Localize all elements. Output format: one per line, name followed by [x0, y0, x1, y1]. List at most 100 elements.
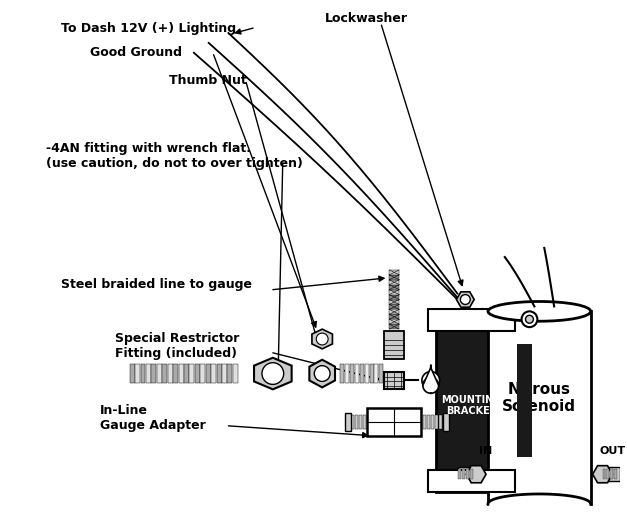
Bar — [389, 290, 399, 295]
Bar — [363, 415, 366, 429]
Bar — [228, 364, 233, 383]
Text: In-Line
Gauge Adapter: In-Line Gauge Adapter — [100, 404, 206, 432]
Bar — [369, 364, 374, 383]
Bar — [389, 324, 399, 329]
Circle shape — [522, 311, 537, 327]
Bar — [195, 364, 200, 383]
Bar — [359, 415, 362, 429]
Text: To Dash 12V (+) Lighting: To Dash 12V (+) Lighting — [61, 22, 236, 35]
Bar — [389, 300, 399, 304]
Bar — [389, 319, 399, 324]
Polygon shape — [309, 360, 335, 387]
Bar — [389, 285, 399, 290]
Bar — [365, 364, 369, 383]
Bar — [614, 469, 618, 479]
Ellipse shape — [488, 494, 591, 513]
Bar — [507, 334, 561, 467]
Bar — [389, 270, 399, 275]
Bar — [389, 275, 399, 280]
Bar — [603, 467, 620, 481]
Bar — [439, 415, 442, 429]
Text: OUT: OUT — [599, 446, 626, 456]
Bar — [184, 364, 189, 383]
Bar — [470, 469, 473, 479]
Bar — [135, 364, 140, 383]
Bar — [173, 364, 178, 383]
Circle shape — [460, 295, 470, 304]
Bar — [140, 364, 145, 383]
Bar — [360, 364, 364, 383]
Bar — [428, 470, 515, 492]
Bar — [379, 364, 383, 383]
Bar — [345, 413, 351, 431]
Bar — [233, 364, 238, 383]
Bar — [389, 309, 399, 314]
Bar — [384, 331, 404, 359]
Bar — [428, 415, 430, 429]
Text: Lockwasher: Lockwasher — [325, 12, 408, 25]
Bar — [162, 364, 167, 383]
Text: Good Ground: Good Ground — [90, 46, 182, 59]
Polygon shape — [422, 365, 440, 390]
Polygon shape — [254, 358, 292, 390]
Circle shape — [316, 333, 328, 345]
Bar — [152, 364, 156, 383]
Bar — [345, 364, 349, 383]
Circle shape — [262, 363, 283, 384]
Text: Nitrous
Solenoid: Nitrous Solenoid — [502, 382, 576, 414]
Bar — [179, 364, 184, 383]
Bar — [517, 344, 532, 457]
Bar — [356, 415, 358, 429]
Bar — [436, 309, 507, 492]
Bar — [374, 364, 379, 383]
Bar — [157, 364, 162, 383]
Bar — [435, 415, 438, 429]
Bar — [458, 467, 476, 481]
Bar — [431, 415, 435, 429]
Bar — [466, 469, 469, 479]
Circle shape — [314, 365, 330, 382]
Bar — [130, 364, 135, 383]
Polygon shape — [423, 368, 439, 385]
Bar — [200, 364, 205, 383]
Bar — [222, 364, 227, 383]
Polygon shape — [423, 377, 439, 393]
Bar — [167, 364, 172, 383]
Bar — [216, 364, 221, 383]
Text: -4AN fitting with wrench flat.
(use caution, do not to over tighten): -4AN fitting with wrench flat. (use caut… — [46, 142, 303, 171]
Bar — [351, 415, 354, 429]
Text: IN: IN — [480, 446, 493, 456]
Bar — [389, 304, 399, 309]
Polygon shape — [456, 292, 474, 307]
Bar — [443, 413, 449, 431]
Bar — [603, 469, 606, 479]
Polygon shape — [312, 329, 332, 349]
Bar — [389, 295, 399, 300]
Circle shape — [525, 316, 534, 323]
Text: Special Restrictor
Fitting (included): Special Restrictor Fitting (included) — [115, 332, 240, 360]
Bar — [189, 364, 194, 383]
Bar — [611, 469, 613, 479]
Bar — [458, 469, 461, 479]
Text: Steel braided line to gauge: Steel braided line to gauge — [61, 278, 251, 291]
Text: MOUNTING
BRACKET: MOUNTING BRACKET — [441, 395, 502, 416]
Bar — [423, 415, 426, 429]
Bar — [389, 314, 399, 319]
Bar — [347, 415, 350, 429]
Bar — [384, 372, 404, 390]
Bar — [211, 364, 216, 383]
Ellipse shape — [488, 301, 591, 321]
Bar — [350, 364, 354, 383]
Bar — [389, 280, 399, 285]
Bar — [428, 309, 515, 331]
Text: Thumb Nut: Thumb Nut — [169, 74, 247, 87]
Bar — [206, 364, 211, 383]
Bar — [606, 469, 609, 479]
Bar — [340, 364, 344, 383]
Polygon shape — [466, 466, 486, 483]
Bar — [146, 364, 151, 383]
Bar — [367, 408, 421, 436]
Bar — [488, 311, 591, 504]
Bar — [355, 364, 359, 383]
Bar — [462, 469, 465, 479]
